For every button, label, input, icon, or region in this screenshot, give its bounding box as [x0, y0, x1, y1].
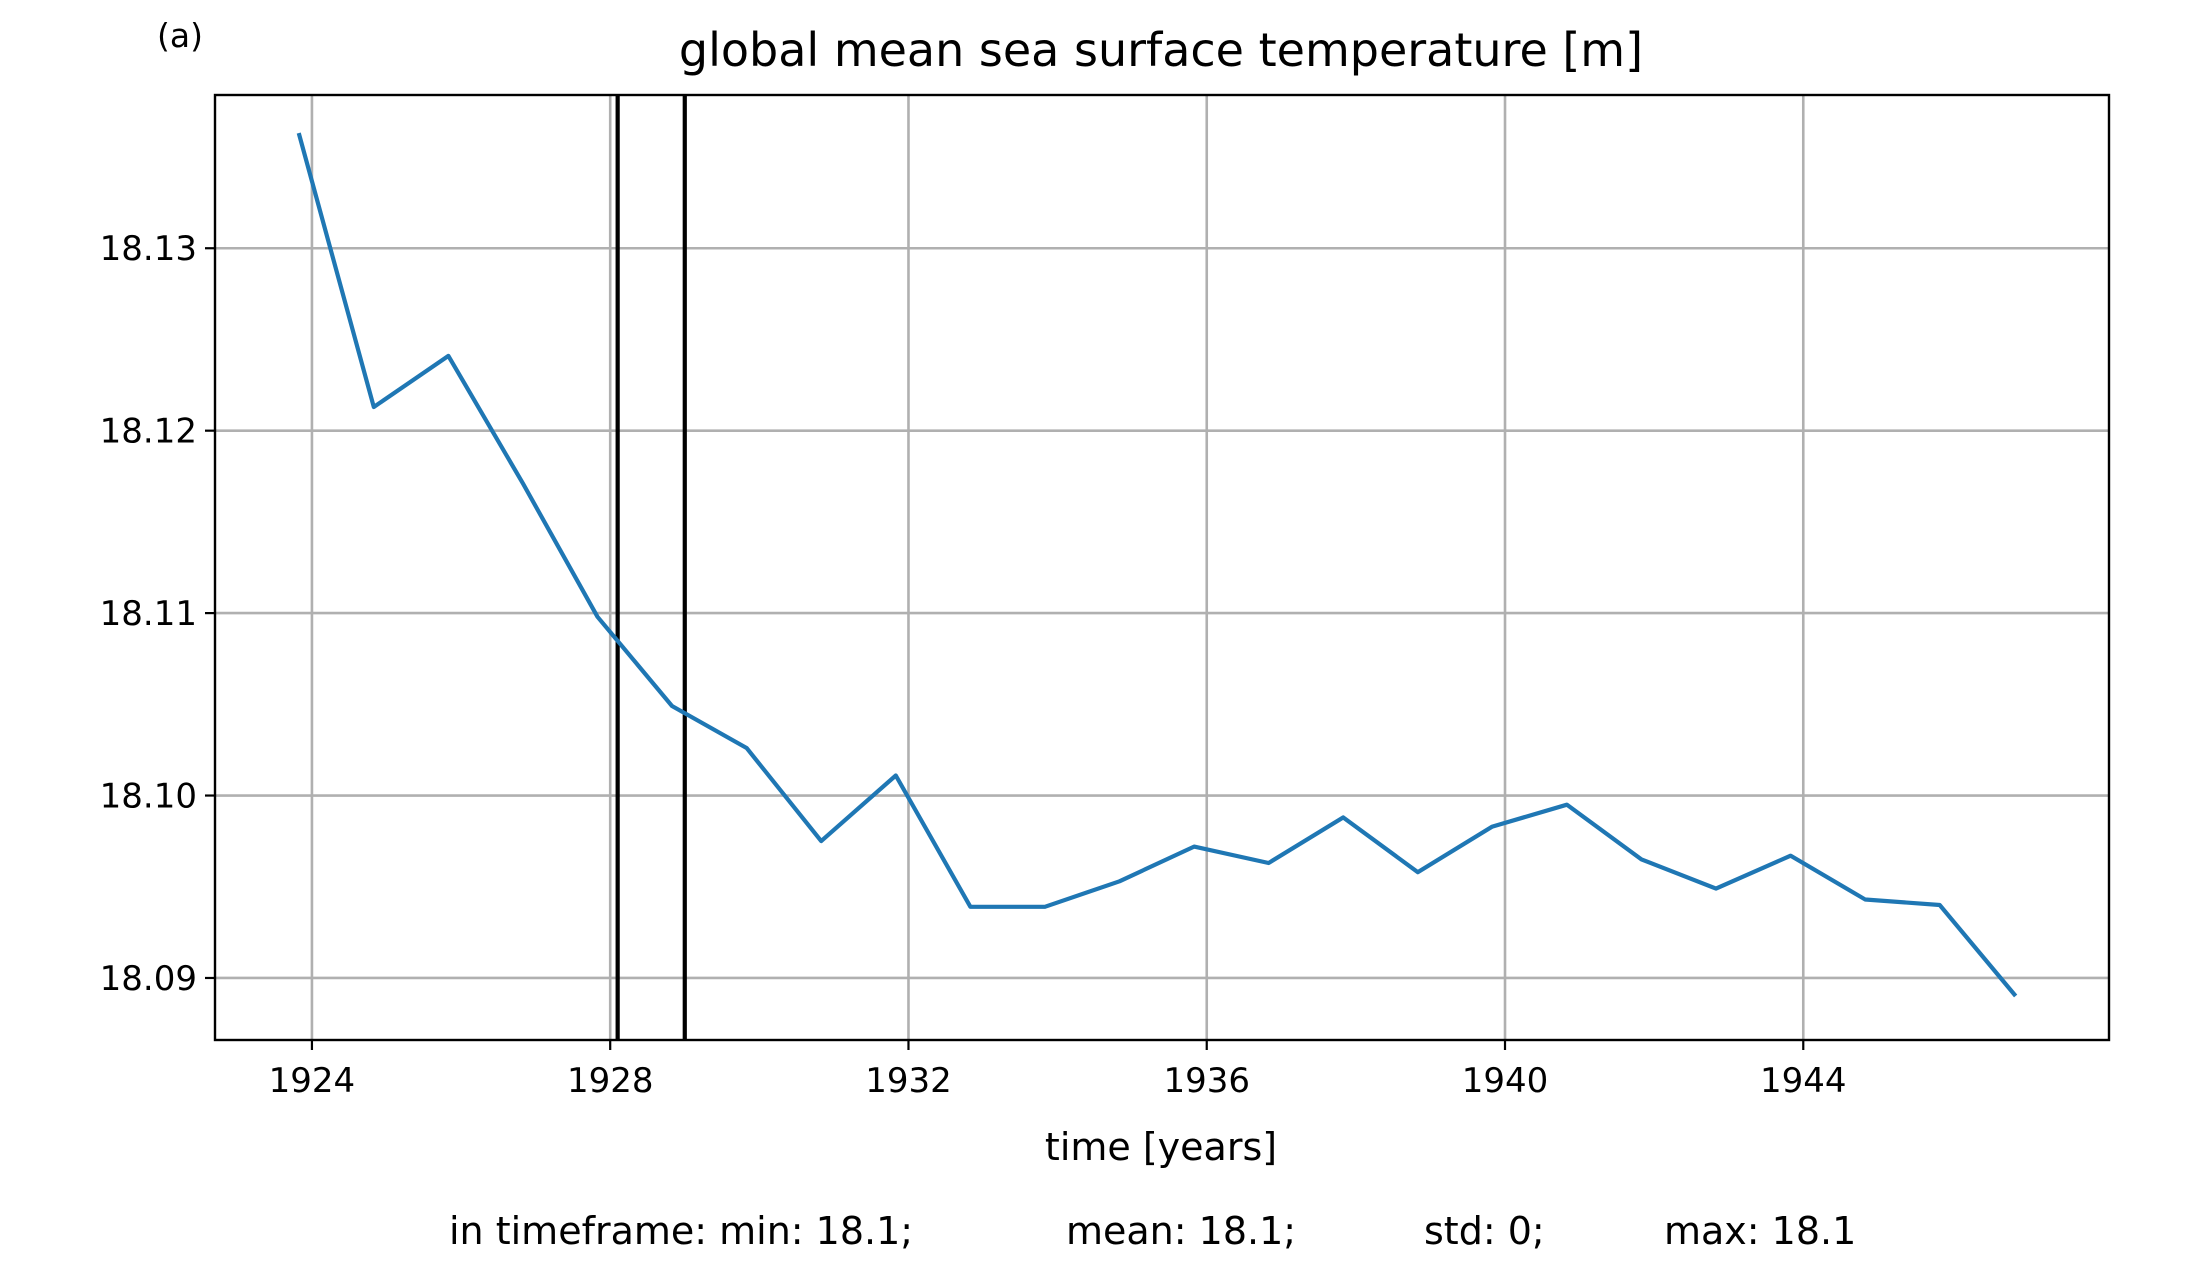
stats-std: std: 0;: [1424, 1209, 1545, 1253]
y-tick-label: 18.13: [100, 229, 197, 269]
x-tick-label: 1932: [865, 1061, 952, 1101]
series-line: [296, 132, 2018, 998]
x-axis-label: time [years]: [1045, 1125, 1277, 1169]
y-tick-label: 18.12: [100, 412, 197, 452]
panel-label: (a): [157, 16, 203, 55]
ticks: 1924 1928 1932 1936 1940 1944 18.09 18.10 18.11 1…: [100, 229, 1847, 1101]
x-tick-label: 1944: [1760, 1061, 1847, 1101]
y-tick-label: 18.11: [100, 594, 197, 634]
x-tick-label: 1928: [567, 1061, 654, 1101]
stats-max: max: 18.1: [1664, 1209, 1856, 1253]
x-tick-label: 1940: [1462, 1061, 1549, 1101]
x-tick-label: 1936: [1163, 1061, 1250, 1101]
grid: [215, 95, 2109, 1040]
vertical-markers: [615, 95, 687, 1040]
plot-frame: [213, 93, 2111, 1042]
stats-min: in timeframe: min: 18.1;: [449, 1209, 913, 1253]
series-layer: [296, 132, 2018, 998]
y-tick-label: 18.09: [100, 959, 197, 999]
stats-mean: mean: 18.1;: [1066, 1209, 1296, 1253]
chart-title: global mean sea surface temperature [m]: [679, 23, 1643, 77]
x-tick-label: 1924: [269, 1061, 356, 1101]
y-tick-label: 18.10: [100, 777, 197, 817]
